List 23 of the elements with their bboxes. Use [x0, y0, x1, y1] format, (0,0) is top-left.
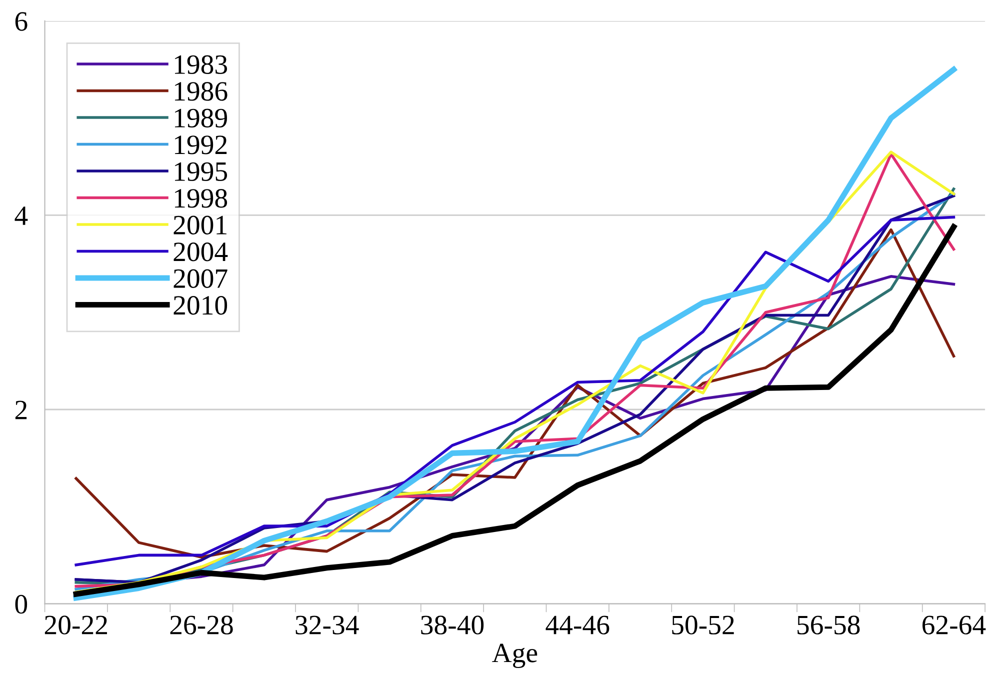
- x-tick-label: 32-34: [296, 616, 359, 634]
- x-tick-label: 56-58: [798, 616, 860, 634]
- legend-label: 2007: [174, 269, 228, 288]
- x-tick-label: 20-22: [44, 616, 107, 634]
- x-tick-label: 62-64: [922, 616, 986, 634]
- y-tick-label: 4: [14, 206, 28, 225]
- legend-label: 1995: [174, 162, 228, 181]
- legend-label: 2001: [174, 216, 226, 234]
- legend-label: 1992: [174, 136, 227, 154]
- legend-label: 1986: [174, 82, 228, 101]
- x-tick-label: 44-46: [546, 616, 610, 634]
- legend-label: 2010: [174, 296, 228, 315]
- legend-label: 2004: [174, 242, 228, 262]
- y-tick-label: 0: [15, 594, 28, 614]
- y-tick-label: 2: [15, 400, 27, 420]
- legend-label: 1989: [174, 108, 227, 128]
- legend-label: 1998: [174, 188, 228, 208]
- x-tick-label: 50-52: [672, 616, 734, 634]
- x-tick-label: 38-40: [421, 616, 484, 634]
- x-tick-label: 26-28: [170, 616, 233, 634]
- y-tick-label: 6: [15, 12, 28, 31]
- legend-label: 1983: [174, 55, 228, 74]
- x-axis-title: Age: [492, 644, 538, 668]
